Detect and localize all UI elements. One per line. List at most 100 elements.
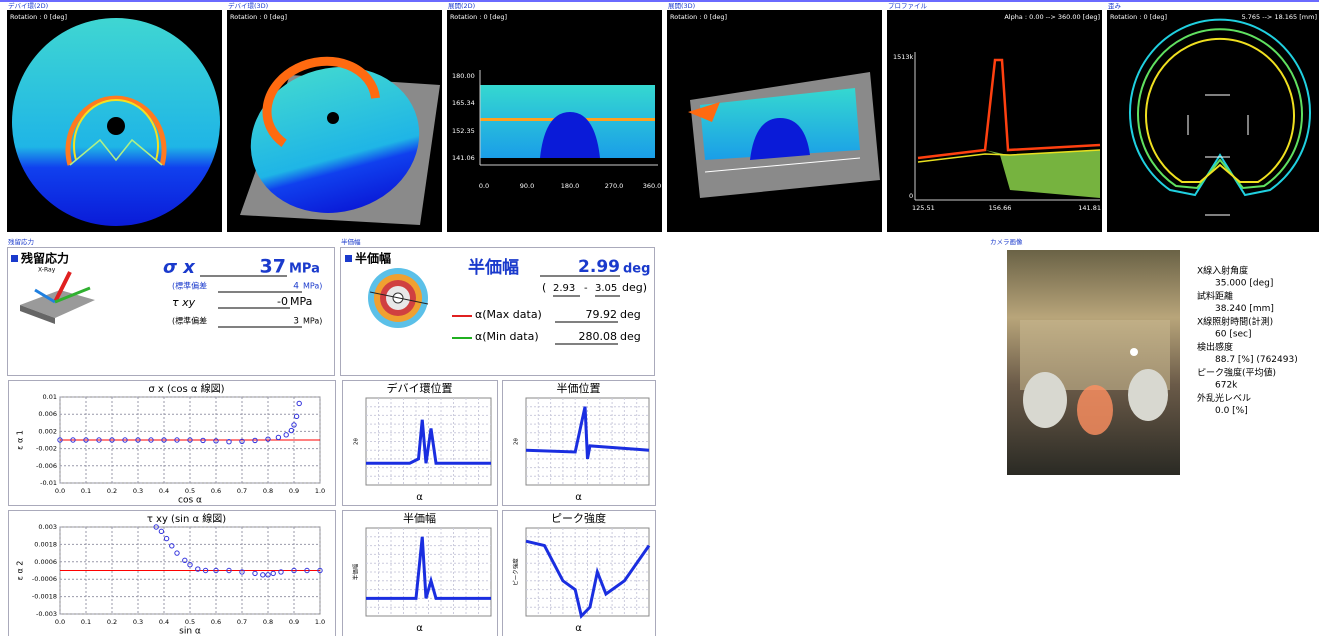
camera-image xyxy=(1007,250,1180,475)
tau-label: τ xy xyxy=(172,296,196,309)
x-tick-label: 0.7 xyxy=(237,618,247,626)
panel-label: 展開(2D) xyxy=(448,2,475,10)
x-label: α xyxy=(416,623,423,634)
info-label: 試料距離 xyxy=(1197,290,1233,302)
value: 2.99 xyxy=(578,257,620,277)
y-tick-label: -0.002 xyxy=(36,445,57,453)
y-tick-label: 0.003 xyxy=(38,523,57,531)
panel-info: Rotation : 0 [deg] xyxy=(1110,13,1167,21)
x-tick-label: 0.3 xyxy=(133,487,143,495)
x-tick-label: 0.3 xyxy=(133,618,143,626)
info-value: 60 [sec] xyxy=(1215,330,1252,340)
x-tick-label: 0.8 xyxy=(263,618,273,626)
top-border xyxy=(0,0,1319,2)
y-tick-label: 0.01 xyxy=(43,393,57,401)
axis-label: 156.66 xyxy=(989,204,1012,212)
value-label: 半価幅 xyxy=(468,257,519,278)
info-value: 38.240 [mm] xyxy=(1215,304,1274,314)
x-tick-label: 0.1 xyxy=(81,618,91,626)
unit: deg xyxy=(623,262,650,277)
y-label: 半価幅 xyxy=(352,563,360,580)
info-label: 外乱光レベル xyxy=(1197,392,1251,404)
panel-label: デバイ環(2D) xyxy=(8,1,48,10)
unit: MPa) xyxy=(303,282,322,291)
panel-info: Rotation : 0 [deg] xyxy=(450,13,507,21)
sd-label: (標準偏差 xyxy=(172,316,207,326)
axis-label: 152.35 xyxy=(452,127,475,135)
panel-info: Rotation : 0 [deg] xyxy=(230,13,287,21)
y-tick-label: 0.0018 xyxy=(34,540,57,548)
axis-label: 180.00 xyxy=(452,72,475,80)
x-tick-label: 0.6 xyxy=(211,618,221,626)
axis-label: 360.0 xyxy=(643,182,662,190)
x-tick-label: 0.9 xyxy=(289,487,299,495)
unit: deg xyxy=(620,308,641,321)
x-tick-label: 0.0 xyxy=(55,618,65,626)
x-tick-label: 0.2 xyxy=(107,487,117,495)
icon-label: X-Ray xyxy=(38,267,56,274)
section-label: カメラ画像 xyxy=(990,237,1023,246)
axis-label: 125.51 xyxy=(912,204,935,212)
section-label: 半価幅 xyxy=(341,237,361,246)
small-chart xyxy=(503,381,656,506)
panel-info: Rotation : 0 [deg] xyxy=(10,13,67,21)
chart-title: σ x (cos α 線図) xyxy=(148,382,224,395)
y-tick-label: 0.002 xyxy=(38,427,57,435)
sigma-value: 37 xyxy=(260,256,286,278)
info-label: X線入射角度 xyxy=(1197,265,1248,277)
y-tick-label: 0.0006 xyxy=(34,558,57,566)
axis-label: 180.0 xyxy=(561,182,580,190)
x-label: sin α xyxy=(179,627,201,636)
chart-title: ピーク強度 xyxy=(551,511,606,525)
info-value: 0.0 [%] xyxy=(1215,406,1248,416)
sd-value: 3 xyxy=(293,317,299,327)
x-tick-label: 0.5 xyxy=(185,618,195,626)
x-tick-label: 0.1 xyxy=(81,487,91,495)
legend-label: α(Max data) xyxy=(475,308,542,321)
panel-label: デバイ環(3D) xyxy=(228,1,268,10)
chart-title: τ xy (sin α 線図) xyxy=(147,512,226,525)
x-label: cos α xyxy=(178,496,202,506)
x-tick-label: 0.6 xyxy=(211,487,221,495)
heading: 半価幅 xyxy=(355,251,391,266)
y-tick-label: -0.006 xyxy=(36,462,57,470)
info-value: 88.7 [%] (762493) xyxy=(1215,355,1298,365)
x-tick-label: 0.9 xyxy=(289,618,299,626)
info-value: 35.000 [deg] xyxy=(1215,279,1273,289)
sd-value: 4 xyxy=(293,282,299,292)
unit: deg xyxy=(620,330,641,343)
range: - xyxy=(584,283,588,294)
axis-label: 270.0 xyxy=(605,182,624,190)
axis-label: 141.81 xyxy=(1078,204,1101,212)
info-label: X線照射時間(計測) xyxy=(1197,316,1273,328)
y-label: 2θ xyxy=(354,437,360,444)
range-max: 3.05 xyxy=(595,283,617,294)
y-label: 2θ xyxy=(514,437,520,444)
legend-value: 280.08 xyxy=(579,330,618,343)
app-window: デバイ環(2D) Rotation : 0 [deg] デバイ環(3D) Rotati… xyxy=(0,0,1319,636)
small-chart xyxy=(503,511,656,636)
y-tick-label: 0.006 xyxy=(38,410,57,418)
tau-value: -0 xyxy=(277,295,288,308)
panel-label: 歪み xyxy=(1108,2,1122,10)
axis-label: 90.0 xyxy=(520,182,534,190)
x-label: α xyxy=(575,623,582,634)
unit: MPa) xyxy=(303,317,322,326)
x-tick-label: 0.0 xyxy=(55,487,65,495)
x-tick-label: 0.4 xyxy=(159,618,169,626)
sigma-label: σ x xyxy=(163,257,196,278)
panel-label: 展開(3D) xyxy=(668,2,695,10)
small-chart xyxy=(343,511,498,636)
x-tick-label: 1.0 xyxy=(315,618,325,626)
x-label: α xyxy=(575,492,582,503)
unit: MPa xyxy=(290,295,312,308)
y-label: ピーク強度 xyxy=(512,558,520,586)
y-tick-label: -0.01 xyxy=(40,479,57,487)
axis-label: 165.34 xyxy=(452,99,475,107)
x-tick-label: 0.2 xyxy=(107,618,117,626)
unit: MPa xyxy=(289,262,320,277)
info-value: 672k xyxy=(1215,381,1238,391)
panel-info: Alpha : 0.00 --> 360.00 [deg] xyxy=(1004,13,1100,21)
chart-title: 半価位置 xyxy=(557,381,601,395)
range: deg) xyxy=(622,281,647,294)
